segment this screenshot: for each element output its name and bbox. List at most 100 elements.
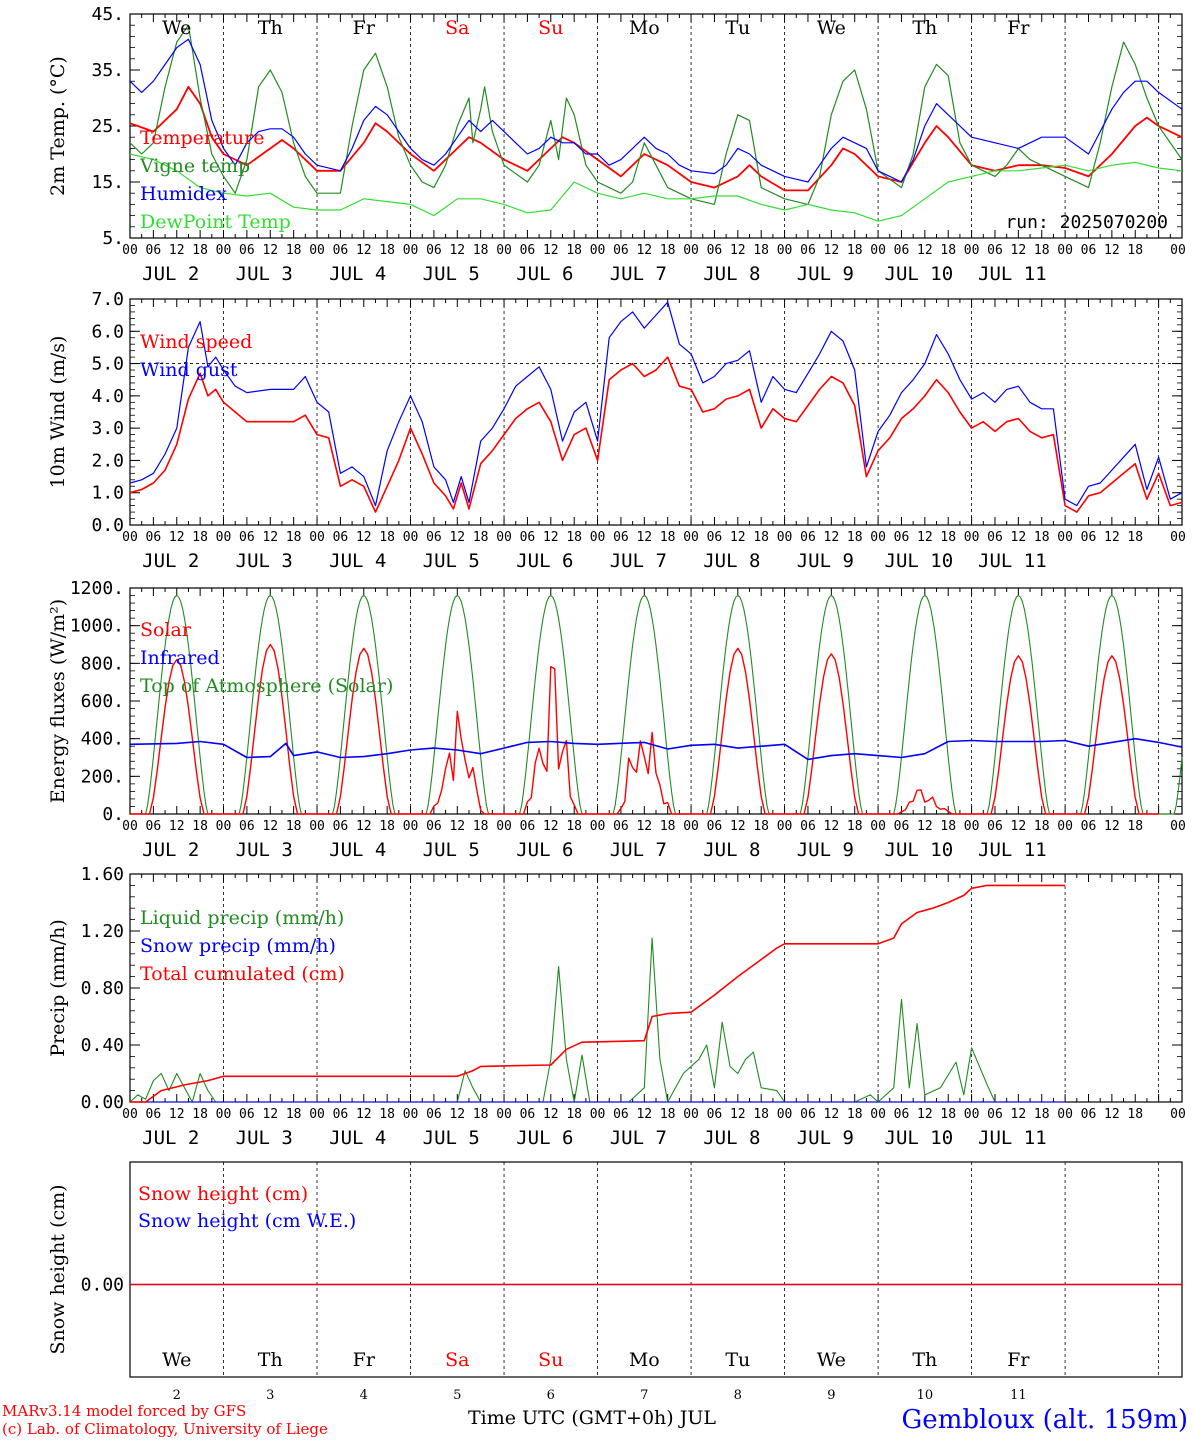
legend-precip-1: Snow precip (mm/h) (140, 935, 336, 957)
hour-tick-label: 12 (1104, 530, 1120, 545)
hour-tick-label: 00 (777, 530, 793, 545)
hour-tick-label: 18 (753, 243, 769, 258)
hour-tick-label: 12 (636, 530, 652, 545)
y-tick-label: 800. (81, 653, 124, 674)
hour-tick-label: 18 (940, 1107, 956, 1122)
hour-tick-label: 18 (940, 819, 956, 834)
hour-tick-label: 06 (894, 530, 910, 545)
hour-tick-label: 06 (239, 819, 255, 834)
date-label: JUL 2 (142, 1127, 199, 1149)
hour-tick-label: 12 (1104, 243, 1120, 258)
date-label: JUL 2 (142, 839, 199, 861)
hour-tick-label: 18 (473, 819, 489, 834)
hour-tick-label: 12 (262, 243, 278, 258)
y-axis-title: Precip (mm/h) (47, 919, 69, 1057)
y-axis-title: Energy fluxes (W/m²) (47, 599, 69, 803)
hour-tick-label: 06 (987, 530, 1003, 545)
hour-tick-label: 06 (987, 243, 1003, 258)
hour-tick-label: 06 (800, 530, 816, 545)
hour-tick-label: 06 (333, 1107, 349, 1122)
hour-tick-label: 18 (286, 1107, 302, 1122)
y-tick-label: 45. (91, 4, 124, 25)
hour-tick-label: 06 (707, 243, 723, 258)
footer-model-credit: MARv3.14 model forced by GFS (2, 1402, 246, 1420)
series-top-of-atmosphere (130, 594, 1183, 815)
hour-tick-label: 12 (543, 530, 559, 545)
hour-tick-label: 18 (1034, 530, 1050, 545)
date-label: JUL 8 (703, 839, 760, 861)
weekday-label-bottom: Fr (353, 1349, 376, 1371)
hour-tick-label: 18 (379, 530, 395, 545)
hour-tick-label: 12 (917, 819, 933, 834)
legend-temp-2: Humidex (140, 183, 227, 205)
series-total-cumulated-cm- (130, 884, 1066, 1103)
bottom-day-number: 11 (1010, 1388, 1027, 1403)
hour-tick-label: 06 (520, 530, 536, 545)
y-tick-label: 1200. (70, 578, 124, 599)
legend-temp-3: DewPoint Temp (140, 211, 291, 233)
y-tick-label: 0. (102, 804, 124, 825)
weekday-label-bottom: Mo (629, 1349, 660, 1371)
hour-tick-label: 18 (192, 819, 208, 834)
hour-tick-label: 00 (1170, 819, 1186, 834)
hour-tick-label: 06 (707, 530, 723, 545)
weekday-label: Fr (353, 17, 376, 39)
weekday-label: Tu (725, 17, 750, 39)
weekday-label-bottom: Tu (725, 1349, 750, 1371)
hour-tick-label: 00 (216, 819, 232, 834)
hour-tick-label: 06 (1081, 243, 1097, 258)
hour-tick-label: 00 (496, 243, 512, 258)
legend-snow-1: Snow height (cm W.E.) (138, 1210, 356, 1232)
hour-tick-label: 18 (1127, 243, 1143, 258)
hour-tick-label: 12 (169, 530, 185, 545)
hour-tick-label: 06 (800, 819, 816, 834)
hour-tick-label: 00 (870, 243, 886, 258)
weekday-label: Mo (629, 17, 660, 39)
hour-tick-label: 18 (940, 243, 956, 258)
hour-tick-label: 12 (449, 243, 465, 258)
bottom-day-number: 7 (640, 1388, 648, 1403)
date-label: JUL 10 (885, 263, 954, 285)
bottom-day-number: 5 (453, 1388, 461, 1403)
hour-tick-label: 00 (1057, 819, 1073, 834)
hour-tick-label: 18 (1127, 530, 1143, 545)
hour-tick-label: 12 (169, 243, 185, 258)
y-tick-label: 1.20 (81, 921, 124, 942)
hour-tick-label: 00 (309, 819, 325, 834)
hour-tick-label: 18 (473, 243, 489, 258)
hour-tick-label: 12 (917, 530, 933, 545)
y-tick-label: 2.0 (91, 450, 124, 471)
date-label: JUL 7 (610, 550, 667, 572)
date-label: JUL 7 (610, 839, 667, 861)
date-label: JUL 9 (797, 1127, 854, 1149)
y-tick-label: 1.0 (91, 483, 124, 504)
date-label: JUL 5 (423, 550, 480, 572)
legend-temp-0: Temperature (140, 127, 264, 149)
hour-tick-label: 18 (847, 1107, 863, 1122)
date-label: JUL 10 (885, 839, 954, 861)
date-label: JUL 8 (703, 1127, 760, 1149)
y-axis-title: 2m Temp. (°C) (47, 56, 69, 196)
date-label: JUL 11 (978, 263, 1047, 285)
hour-tick-label: 06 (333, 530, 349, 545)
y-tick-label: 5. (102, 228, 124, 249)
weekday-label-bottom: We (162, 1349, 191, 1371)
hour-tick-label: 12 (824, 243, 840, 258)
y-tick-label: 4.0 (91, 386, 124, 407)
hour-tick-label: 06 (1081, 530, 1097, 545)
panel-frames (129, 13, 1183, 1378)
hour-tick-label: 18 (566, 530, 582, 545)
hour-tick-label: 18 (660, 1107, 676, 1122)
y-tick-label: 25. (91, 116, 124, 137)
hour-tick-label: 06 (426, 243, 442, 258)
hour-tick-label: 06 (239, 1107, 255, 1122)
hour-tick-label: 06 (146, 243, 162, 258)
hour-tick-label: 12 (543, 819, 559, 834)
hour-tick-label: 00 (683, 243, 699, 258)
hour-tick-label: 00 (496, 1107, 512, 1122)
date-label: JUL 9 (797, 263, 854, 285)
date-label: JUL 2 (142, 550, 199, 572)
hour-tick-label: 00 (1057, 243, 1073, 258)
hour-tick-label: 00 (590, 530, 606, 545)
date-label: JUL 8 (703, 550, 760, 572)
